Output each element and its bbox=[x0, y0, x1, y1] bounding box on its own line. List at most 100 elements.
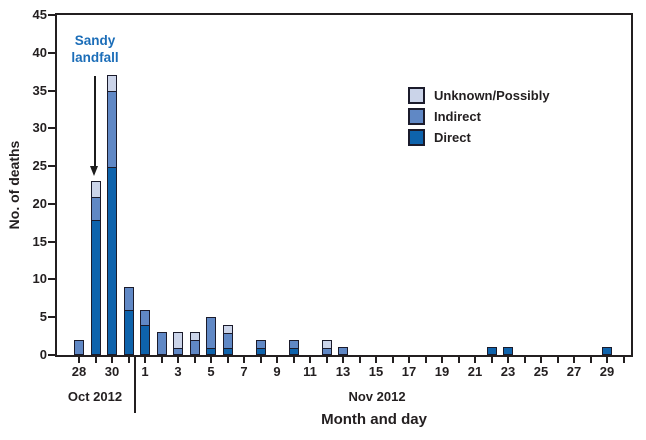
bar-segment-indirect bbox=[156, 332, 167, 355]
bar-segment-indirect bbox=[189, 339, 200, 355]
legend-swatch-icon bbox=[408, 129, 425, 146]
x-axis-tick bbox=[573, 355, 575, 363]
x-axis-tick-label: 30 bbox=[104, 364, 120, 379]
legend-swatch-icon bbox=[408, 108, 425, 125]
bar-segment-indirect bbox=[140, 309, 150, 327]
y-axis-title: No. of deaths bbox=[6, 140, 22, 230]
bar-segment-unknown-possibly bbox=[107, 75, 117, 93]
y-axis-tick bbox=[48, 165, 55, 168]
y-axis-tick bbox=[48, 51, 55, 54]
bar-segment-indirect bbox=[90, 196, 101, 221]
x-axis-tick bbox=[243, 355, 245, 363]
y-axis-tick-label: 5 bbox=[39, 309, 47, 325]
legend-item: Unknown/Possibly bbox=[408, 87, 550, 104]
y-axis-tick bbox=[48, 278, 55, 281]
x-axis-tick-label: 11 bbox=[303, 364, 317, 379]
bar-segment-unknown-possibly bbox=[222, 324, 233, 334]
x-axis-tick bbox=[309, 355, 311, 363]
x-axis-tick-label: 19 bbox=[434, 364, 450, 379]
x-axis-tick bbox=[342, 355, 344, 363]
x-axis-tick bbox=[606, 355, 608, 363]
plot-area: Unknown/Possibly Indirect Direct 0 5 10 15 20 2… bbox=[33, 7, 633, 379]
x-axis-tick bbox=[375, 355, 377, 363]
y-axis-tick-label: 10 bbox=[32, 271, 47, 287]
x-axis-tick bbox=[111, 355, 113, 363]
y-axis-tick-label: 45 bbox=[32, 7, 47, 22]
annotation-line-2: landfall bbox=[71, 50, 119, 65]
x-axis-tick bbox=[507, 355, 509, 363]
x-axis-tick bbox=[556, 355, 559, 363]
y-axis-tick-label: 25 bbox=[32, 158, 47, 174]
x-axis-tick bbox=[276, 355, 278, 363]
y-axis-tick-label: 20 bbox=[32, 195, 47, 211]
x-axis-tick bbox=[177, 355, 179, 363]
bar-segment-direct bbox=[486, 347, 497, 355]
legend-label: Direct bbox=[434, 130, 471, 145]
legend-item: Direct bbox=[408, 129, 550, 146]
annotation-sandy-landfall: Sandy landfall bbox=[50, 32, 140, 66]
y-axis-tick bbox=[48, 240, 55, 243]
x-axis-tick bbox=[457, 355, 460, 363]
bar-segment-indirect bbox=[255, 339, 266, 349]
y-axis-tick bbox=[48, 354, 55, 356]
bar-segment-direct bbox=[602, 347, 612, 355]
x-axis-tick-label: 1 bbox=[141, 364, 149, 379]
annotation-arrow-head-icon bbox=[90, 166, 98, 176]
x-axis-tick bbox=[94, 355, 97, 363]
y-axis-tick bbox=[48, 316, 55, 319]
bar-segment-unknown-possibly bbox=[321, 339, 332, 349]
x-axis-tick-label: 15 bbox=[368, 364, 384, 379]
y-axis-tick-label: 15 bbox=[32, 233, 47, 249]
x-axis-tick-label: 7 bbox=[240, 364, 248, 379]
x-axis-tick-label: 13 bbox=[335, 364, 351, 379]
x-axis-tick bbox=[292, 355, 295, 363]
legend-label: Unknown/Possibly bbox=[434, 88, 550, 103]
x-axis-tick bbox=[540, 355, 542, 363]
x-axis-tick bbox=[474, 355, 476, 363]
legend: Unknown/Possibly Indirect Direct bbox=[408, 87, 550, 150]
bar-segment-indirect bbox=[107, 90, 117, 168]
legend-swatch-icon bbox=[408, 87, 425, 104]
bar-segment-unknown-possibly bbox=[90, 181, 101, 198]
x-axis-tick bbox=[441, 355, 443, 363]
y-axis-tick-label: 40 bbox=[32, 44, 47, 60]
x-axis-tick bbox=[226, 355, 229, 363]
x-axis-tick bbox=[259, 355, 262, 363]
bar-segment-indirect bbox=[288, 339, 299, 349]
x-axis-title: Month and day bbox=[321, 411, 427, 428]
y-axis-tick bbox=[48, 14, 55, 16]
y-axis-tick bbox=[48, 89, 55, 92]
x-axis-tick-label: 9 bbox=[273, 364, 281, 379]
x-axis-tick bbox=[325, 355, 328, 363]
month-separator-line bbox=[134, 357, 136, 413]
x-axis-tick bbox=[78, 355, 80, 363]
x-axis-tick-label: 3 bbox=[174, 364, 182, 379]
x-axis-tick-label: 28 bbox=[71, 364, 87, 379]
x-axis-tick bbox=[490, 355, 493, 363]
x-axis-tick bbox=[424, 355, 427, 363]
annotation-line-1: Sandy bbox=[74, 33, 116, 48]
x-axis-tick-label: 23 bbox=[500, 364, 516, 379]
x-axis-tick bbox=[144, 355, 146, 363]
x-axis-tick bbox=[391, 355, 394, 363]
x-axis-tick bbox=[523, 355, 526, 363]
bar-segment-direct bbox=[107, 166, 117, 355]
x-axis-tick bbox=[210, 355, 212, 363]
bar-segment-direct bbox=[140, 324, 150, 355]
bar-segment-direct bbox=[123, 309, 134, 355]
x-axis-tick bbox=[408, 355, 410, 363]
bar-segment-indirect bbox=[338, 347, 348, 355]
bar-segment-indirect bbox=[206, 317, 216, 349]
x-axis-tick bbox=[622, 355, 625, 363]
bar-segment-unknown-possibly bbox=[189, 332, 200, 342]
bar-segment-indirect bbox=[222, 332, 233, 349]
annotation-arrow-line bbox=[94, 76, 96, 167]
x-axis-tick-label: 25 bbox=[533, 364, 549, 379]
y-axis-tick-label: 30 bbox=[32, 120, 47, 136]
x-axis-tick-label: 29 bbox=[599, 364, 615, 379]
x-axis-tick bbox=[160, 355, 163, 363]
y-axis-tick-label: 0 bbox=[39, 347, 47, 362]
bar-segment-indirect bbox=[123, 287, 134, 312]
bar-segment-unknown-possibly bbox=[173, 332, 183, 349]
legend-label: Indirect bbox=[434, 109, 481, 124]
